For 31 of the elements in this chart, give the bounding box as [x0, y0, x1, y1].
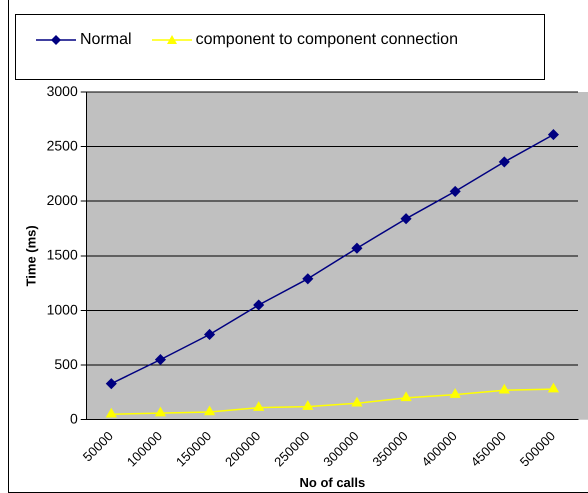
y-tick-label: 3000	[46, 82, 78, 99]
legend-label: Normal	[80, 31, 132, 49]
point	[204, 329, 215, 340]
point	[352, 398, 362, 407]
y-tick-label: 2000	[46, 192, 78, 208]
point	[254, 402, 264, 411]
point	[106, 408, 116, 418]
point	[106, 378, 117, 389]
point	[400, 392, 412, 402]
point	[548, 129, 559, 140]
point	[400, 213, 412, 224]
y-tick-label: 1000	[46, 301, 78, 318]
point	[450, 388, 460, 398]
y-tick-label: 500	[54, 356, 78, 372]
point	[302, 274, 314, 284]
point	[302, 400, 313, 410]
legend-label: component to component connection	[196, 31, 458, 49]
point	[548, 383, 559, 392]
y-tick-label: 1500	[46, 246, 78, 263]
x-axis-title: No of calls	[299, 474, 366, 490]
y-axis-title: Time (ms)	[23, 225, 38, 286]
point	[499, 156, 510, 168]
y-tick-label: 0	[70, 410, 78, 427]
point	[253, 300, 264, 310]
point	[450, 186, 460, 197]
point	[499, 384, 510, 394]
y-tick-label: 2500	[46, 137, 78, 154]
point	[352, 242, 362, 254]
point	[155, 407, 166, 416]
point	[155, 354, 166, 365]
point	[204, 406, 215, 416]
